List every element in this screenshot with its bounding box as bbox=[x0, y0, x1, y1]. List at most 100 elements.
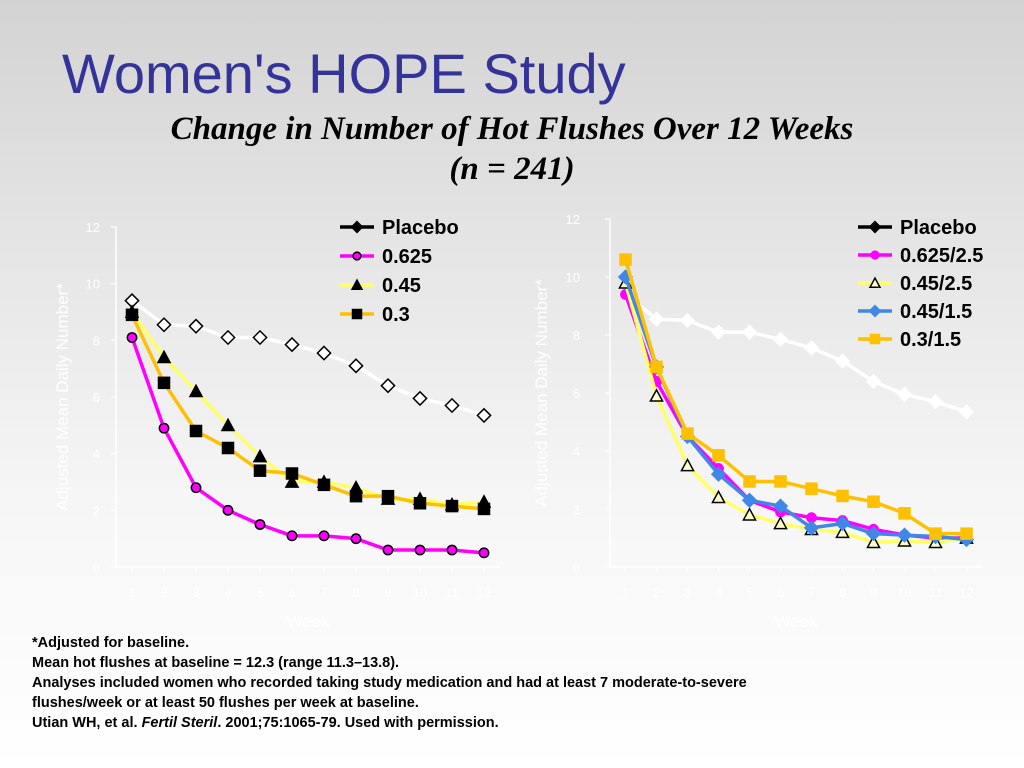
series-line bbox=[130, 314, 485, 511]
data-point bbox=[679, 312, 696, 329]
data-point bbox=[188, 318, 204, 334]
data-point bbox=[741, 492, 758, 508]
legend-item: 0.45 bbox=[340, 275, 421, 297]
y-tick-label: 10 bbox=[566, 270, 580, 285]
legend-label: 0.3 bbox=[382, 304, 410, 326]
slide-title: Women's HOPE Study bbox=[62, 42, 626, 105]
data-point bbox=[126, 332, 138, 343]
data-point bbox=[349, 489, 363, 503]
data-point bbox=[382, 544, 394, 556]
legend-swatch-marker bbox=[352, 251, 362, 261]
data-point bbox=[477, 502, 491, 516]
legend-item: 0.625 bbox=[340, 246, 432, 268]
x-tick-label: 6 bbox=[777, 585, 784, 600]
data-point bbox=[896, 527, 913, 543]
data-point bbox=[125, 308, 139, 322]
legend-label: 0.625/2.5 bbox=[900, 245, 983, 267]
footnote-adjusted: *Adjusted for baseline. bbox=[32, 635, 190, 651]
data-point bbox=[650, 360, 663, 374]
data-point bbox=[220, 417, 236, 432]
footnote-analyses-cont: flushes/week or at least 50 flushes per … bbox=[32, 695, 419, 711]
x-tick-label: 12 bbox=[477, 585, 491, 600]
legend-swatch-marker bbox=[868, 220, 882, 234]
subtitle-line-2: (n = 241) bbox=[449, 150, 575, 187]
data-point bbox=[834, 515, 851, 532]
data-point bbox=[414, 544, 426, 556]
y-tick-label: 2 bbox=[573, 502, 580, 517]
citation-suffix: . 2001;75:1065-79. Used with permission. bbox=[217, 715, 499, 731]
legend-label: 0.45 bbox=[382, 275, 421, 297]
citation-journal: Fertil Steril bbox=[141, 715, 218, 731]
data-point bbox=[348, 358, 364, 374]
data-point bbox=[478, 547, 490, 559]
legend-item: 0.3 bbox=[340, 304, 410, 326]
data-point bbox=[772, 331, 789, 348]
legend-label: 0.3/1.5 bbox=[900, 329, 961, 351]
data-point bbox=[285, 467, 299, 480]
data-point bbox=[190, 482, 202, 494]
data-point bbox=[680, 457, 695, 472]
data-point bbox=[896, 386, 913, 403]
series-0 bbox=[617, 286, 975, 420]
y-tick-label: 6 bbox=[93, 390, 100, 405]
legend-swatch-marker bbox=[868, 276, 882, 288]
y-tick-label: 12 bbox=[566, 212, 580, 227]
x-tick-label: 4 bbox=[224, 585, 231, 600]
data-point bbox=[711, 489, 726, 504]
x-tick-label: 7 bbox=[808, 585, 815, 600]
data-point bbox=[867, 495, 880, 508]
data-point bbox=[284, 336, 300, 353]
data-point bbox=[866, 534, 881, 549]
y-tick-label: 4 bbox=[573, 444, 580, 459]
y-tick-label: 12 bbox=[86, 220, 100, 235]
data-point bbox=[927, 394, 944, 410]
footnote-baseline: Mean hot flushes at baseline = 12.3 (ran… bbox=[32, 655, 400, 671]
x-tick-label: 7 bbox=[320, 585, 327, 600]
legend-swatch-marker bbox=[868, 304, 882, 318]
data-point bbox=[444, 397, 460, 414]
data-point bbox=[445, 499, 459, 513]
y-tick-label: 4 bbox=[93, 447, 100, 462]
x-tick-label: 9 bbox=[384, 585, 391, 600]
data-point bbox=[222, 504, 234, 516]
footnotes: *Adjusted for baseline. Mean hot flushes… bbox=[32, 633, 992, 733]
x-tick-label: 10 bbox=[897, 585, 911, 600]
series-line bbox=[623, 282, 967, 545]
x-tick-label: 8 bbox=[839, 585, 846, 600]
data-point bbox=[681, 427, 694, 440]
data-point bbox=[446, 544, 458, 556]
data-point bbox=[865, 373, 882, 390]
data-point bbox=[710, 466, 727, 482]
legend-label: 0.45/2.5 bbox=[900, 273, 972, 295]
x-tick-label: 11 bbox=[445, 585, 459, 600]
data-point bbox=[253, 464, 267, 477]
series-1 bbox=[620, 288, 972, 544]
data-point bbox=[220, 329, 236, 346]
data-point bbox=[865, 525, 882, 542]
data-point bbox=[741, 324, 758, 340]
data-point bbox=[189, 424, 203, 438]
data-point bbox=[742, 507, 757, 521]
data-point bbox=[772, 498, 789, 514]
x-tick-label: 8 bbox=[352, 585, 359, 600]
data-point bbox=[252, 448, 268, 463]
series-line bbox=[130, 310, 485, 507]
x-tick-label: 5 bbox=[256, 585, 263, 600]
data-point bbox=[710, 324, 727, 340]
data-point bbox=[317, 478, 331, 492]
x-tick-label: 12 bbox=[959, 585, 973, 600]
data-point bbox=[898, 507, 911, 520]
footnote-analyses: Analyses included women who recorded tak… bbox=[32, 675, 747, 691]
data-point bbox=[381, 489, 395, 503]
data-point bbox=[960, 527, 973, 540]
data-point bbox=[254, 519, 266, 530]
data-point bbox=[834, 353, 851, 369]
legend-swatch-marker bbox=[869, 333, 881, 345]
footnote-citation: Utian WH, et al. Fertil Steril. 2001;75:… bbox=[32, 713, 992, 733]
x-axis-title: Week bbox=[286, 612, 330, 630]
data-point bbox=[803, 520, 820, 536]
data-point bbox=[350, 533, 362, 545]
x-tick-label: 10 bbox=[413, 585, 427, 600]
